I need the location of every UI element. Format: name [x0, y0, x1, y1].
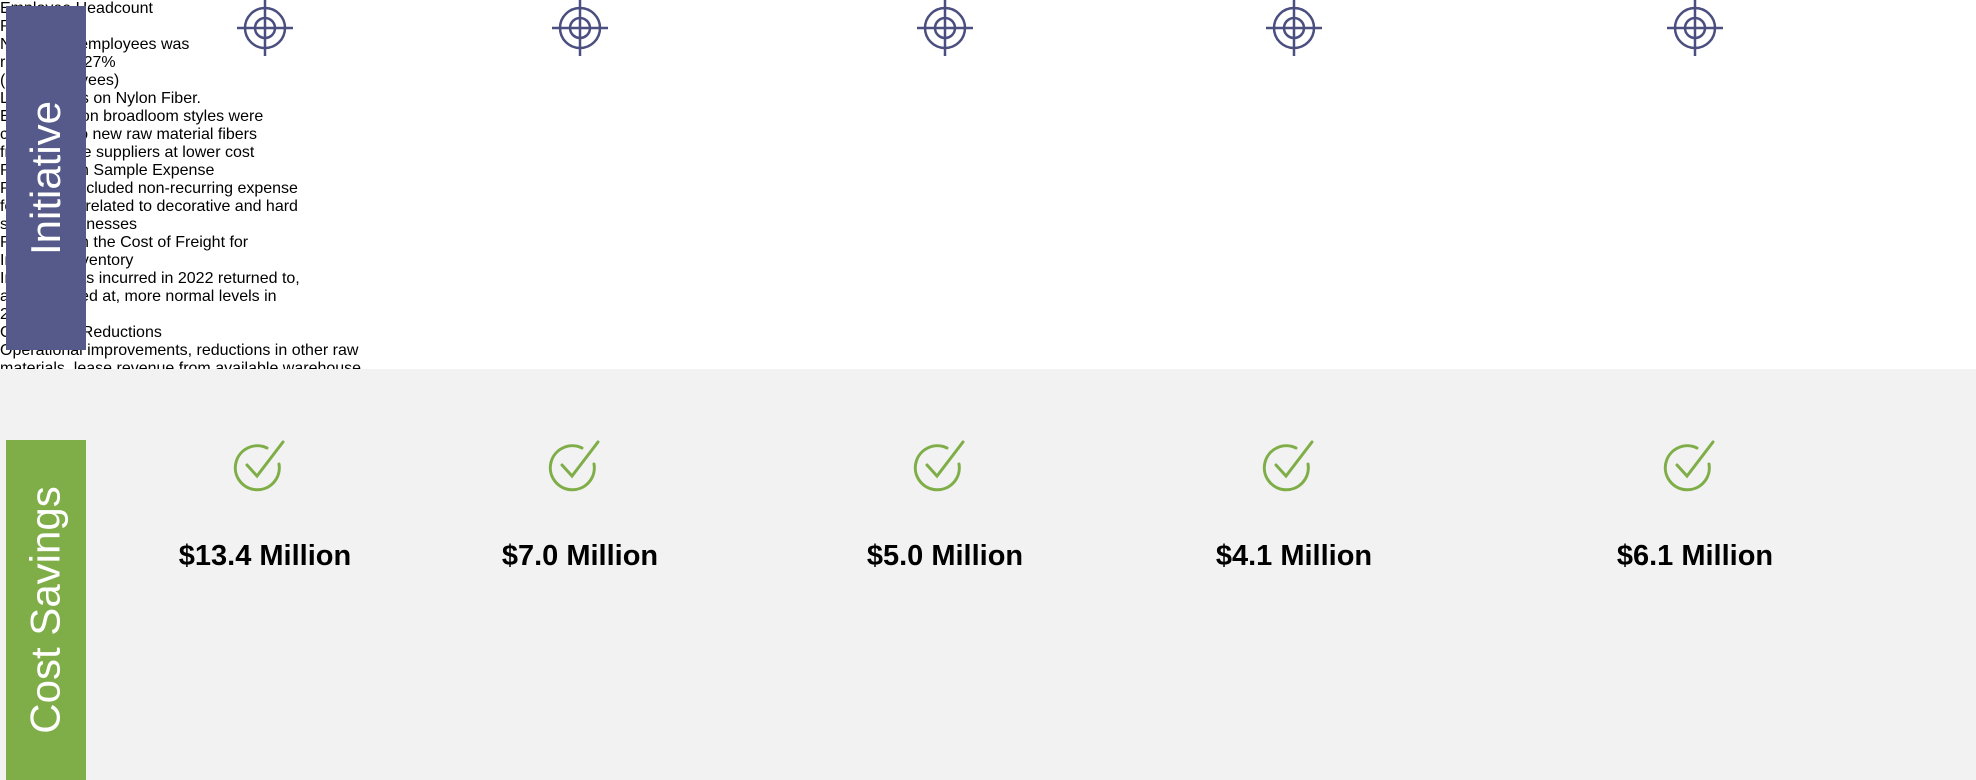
- initiative-label-box: Initiative: [6, 6, 86, 350]
- target-icon: [1667, 0, 1723, 56]
- target-icon: [1266, 0, 1322, 56]
- target-icon: [917, 0, 973, 56]
- savings-amount: $7.0 Million: [501, 540, 659, 572]
- savings-label-box: Cost Savings: [6, 440, 86, 780]
- savings-band: [0, 369, 1976, 780]
- savings-amount: $4.1 Million: [1215, 540, 1373, 572]
- target-icon: [552, 0, 608, 56]
- columns: Employee Headcount ReductionNumber of em…: [0, 0, 1773, 572]
- savings-amount: $13.4 Million: [178, 540, 352, 572]
- check-icon: [913, 440, 965, 492]
- savings-amount: $5.0 Million: [866, 540, 1024, 572]
- check-icon: [233, 440, 285, 492]
- savings-amount: $6.1 Million: [1616, 540, 1774, 572]
- row-label: Cost Savings: [22, 486, 70, 734]
- target-icon: [237, 0, 293, 56]
- check-icon: [1663, 440, 1715, 492]
- check-icon: [548, 440, 600, 492]
- check-icon: [1262, 440, 1314, 492]
- row-label: Initiative: [22, 100, 70, 256]
